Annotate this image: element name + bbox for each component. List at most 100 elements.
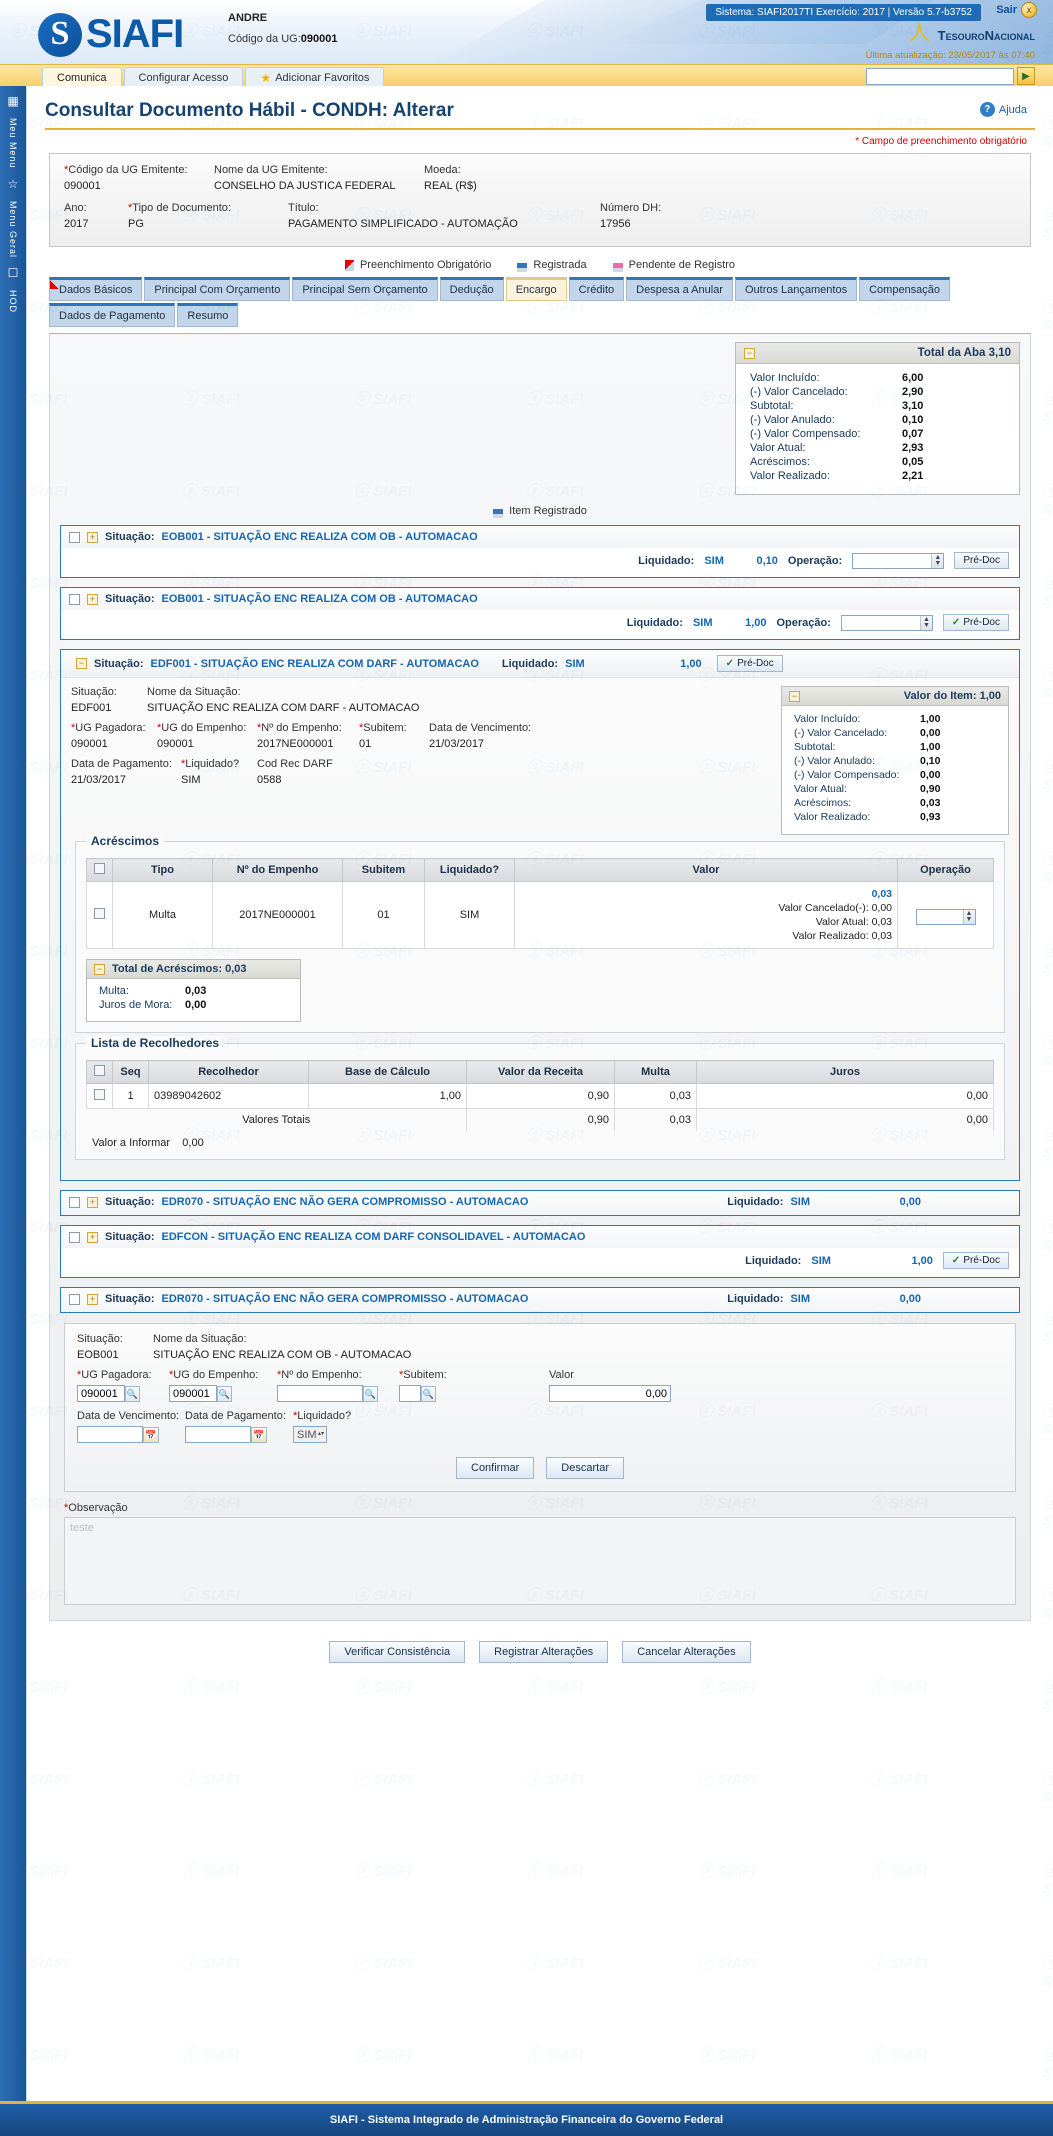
- menu-tab-adicionar-favoritos[interactable]: ★ Adicionar Favoritos: [245, 67, 385, 87]
- tab-encargo[interactable]: Encargo: [505, 277, 567, 301]
- situation-checkbox[interactable]: [69, 593, 80, 605]
- situation-checkbox[interactable]: [69, 1293, 80, 1305]
- collapse-icon[interactable]: −: [94, 963, 105, 975]
- expand-icon[interactable]: +: [87, 531, 98, 543]
- select-all-checkbox[interactable]: [94, 1065, 105, 1076]
- search-icon[interactable]: 🔍: [217, 1386, 232, 1402]
- expand-icon[interactable]: +: [87, 1196, 98, 1208]
- terminal-icon[interactable]: ☐: [7, 265, 19, 280]
- observacao-textarea[interactable]: teste: [64, 1517, 1016, 1605]
- situation-prefix: Situação:: [105, 1231, 155, 1243]
- grid-icon[interactable]: ▦: [7, 94, 19, 108]
- item-value-title: Valor do Item: 1,00: [904, 690, 1001, 702]
- pre-doc-button[interactable]: Pré-Doc: [954, 552, 1009, 569]
- search-icon[interactable]: 🔍: [363, 1386, 378, 1402]
- situation-card[interactable]: + Situação: EOB001 - SITUAÇÃO ENC REALIZ…: [60, 587, 1020, 640]
- tab-credito[interactable]: Crédito: [568, 277, 625, 301]
- tab-principal-sem-orcamento[interactable]: Principal Sem Orçamento: [292, 277, 438, 301]
- logout-button[interactable]: Sair x: [996, 2, 1037, 18]
- pre-doc-button[interactable]: ✓ Pré-Doc: [716, 655, 783, 672]
- expand-icon[interactable]: +: [87, 1231, 98, 1243]
- cancelar-alteracoes-button[interactable]: Cancelar Alterações: [622, 1641, 751, 1663]
- table-row[interactable]: Multa 2017NE000001 01 SIM 0,03 Valor Can…: [86, 881, 994, 949]
- confirmar-button[interactable]: Confirmar: [456, 1457, 535, 1479]
- collapse-icon[interactable]: −: [744, 347, 755, 359]
- row-checkbox[interactable]: [94, 1089, 105, 1100]
- situation-card[interactable]: + Situação: EDFCON - SITUAÇÃO ENC REALIZ…: [60, 1225, 1020, 1278]
- calendar-icon[interactable]: 📅: [143, 1427, 159, 1443]
- search-input[interactable]: [866, 67, 1014, 85]
- situation-summary-row: Liquidado: SIM 1,00 Operação: ▲ ▼ ✓ Pré-Do…: [61, 610, 1019, 639]
- item-value-title-value: 1,00: [979, 690, 1001, 702]
- registrar-alteracoes-button[interactable]: Registrar Alterações: [479, 1641, 609, 1663]
- field-label: *Subitem:: [399, 1369, 549, 1381]
- collapse-icon[interactable]: −: [76, 658, 87, 669]
- star-icon[interactable]: ☆: [7, 176, 19, 191]
- row-checkbox[interactable]: [94, 908, 105, 919]
- situation-card[interactable]: + Situação: EDR070 - SITUAÇÃO ENC NÃO GE…: [60, 1287, 1020, 1313]
- verificar-consistencia-button[interactable]: Verificar Consistência: [329, 1641, 466, 1663]
- acrescimos-group: Acréscimos Tipo Nº do Empenho Subitem Li…: [75, 834, 1005, 1033]
- tab-resumo[interactable]: Resumo: [177, 303, 239, 327]
- row-select: [86, 1083, 113, 1109]
- calendar-icon[interactable]: 📅: [251, 1427, 267, 1443]
- select-all-checkbox[interactable]: [94, 863, 105, 874]
- menu-tab-comunica[interactable]: Comunica: [42, 67, 122, 87]
- tabs-divider: [49, 333, 1031, 334]
- situation-card[interactable]: + Situação: EDR070 - SITUAÇÃO ENC NÃO GE…: [60, 1190, 1020, 1216]
- ug-empenho-input[interactable]: [169, 1385, 217, 1402]
- situation-checkbox[interactable]: [69, 1196, 80, 1208]
- situation-checkbox[interactable]: [69, 531, 80, 543]
- liquidado-value: SIM: [811, 1254, 831, 1267]
- cell-operacao[interactable]: ▲ ▼: [897, 881, 994, 949]
- valor-input[interactable]: [549, 1385, 671, 1402]
- menu-tabs: Comunica Configurar Acesso ★ Adicionar F…: [42, 65, 386, 87]
- help-button[interactable]: ? Ajuda: [979, 102, 1027, 117]
- tab-despesa-a-anular[interactable]: Despesa a Anular: [626, 277, 733, 301]
- data-vencimento-input[interactable]: [77, 1426, 143, 1443]
- expand-icon[interactable]: +: [87, 1293, 98, 1305]
- operacao-select[interactable]: ▲ ▼: [840, 614, 933, 631]
- situation-card[interactable]: + Situação: EOB001 - SITUAÇÃO ENC REALIZ…: [60, 525, 1020, 578]
- sidebar-item-menu-geral[interactable]: Menu Geral: [8, 200, 18, 258]
- sidebar-item-meu-menu[interactable]: Meu Menu: [8, 118, 18, 169]
- collapse-icon[interactable]: −: [789, 690, 800, 702]
- sidebar-item-hod[interactable]: HOD: [8, 289, 18, 313]
- tab-deducao[interactable]: Dedução: [439, 277, 504, 301]
- total-acrescimos-header: − Total de Acréscimos: 0,03: [87, 960, 300, 979]
- subitem-input[interactable]: [399, 1385, 421, 1402]
- close-icon[interactable]: x: [1021, 2, 1037, 18]
- menu-tab-configurar-acesso[interactable]: Configurar Acesso: [123, 67, 244, 87]
- expanded-situation-body: Situação: EDF001 Nome da Situação: SITUA…: [61, 678, 1019, 1180]
- pre-doc-button[interactable]: ✓ Pré-Doc: [942, 1252, 1009, 1269]
- tab-dados-basicos[interactable]: Dados Básicos: [49, 277, 143, 301]
- tab-principal-com-orcamento[interactable]: Principal Com Orçamento: [144, 277, 291, 301]
- liquidado-select[interactable]: SIM: [293, 1426, 327, 1443]
- expand-icon[interactable]: +: [87, 593, 98, 605]
- tab-compensacao[interactable]: Compensação: [859, 277, 951, 301]
- situation-amount: 1,00: [911, 1254, 933, 1267]
- field-nome-ug-emitente: Nome da UG Emitente: CONSELHO DA JUSTICA…: [214, 164, 424, 192]
- col-recolhedor: Recolhedor: [148, 1060, 309, 1084]
- search-submit-button[interactable]: ▶: [1017, 67, 1035, 85]
- situation-title: EDFCON - SITUAÇÃO ENC REALIZA COM DARF C…: [161, 1231, 586, 1243]
- col-seq: Seq: [112, 1060, 149, 1084]
- numero-empenho-input[interactable]: [277, 1385, 363, 1402]
- data-pagamento-input[interactable]: [185, 1426, 251, 1443]
- descartar-button[interactable]: Descartar: [546, 1457, 624, 1479]
- ug-pagadora-input[interactable]: [77, 1385, 125, 1402]
- menu-tab-configurar-acesso-label: Configurar Acesso: [138, 71, 229, 84]
- document-info-panel: *Código da UG Emitente: 090001 Nome da U…: [49, 153, 1031, 247]
- tab-dados-de-pagamento[interactable]: Dados de Pagamento: [49, 303, 176, 327]
- row-operacao-select[interactable]: ▲ ▼: [915, 908, 976, 925]
- situation-checkbox[interactable]: [69, 1231, 80, 1243]
- search-icon[interactable]: 🔍: [125, 1386, 140, 1402]
- operacao-select[interactable]: ▲ ▼: [852, 552, 945, 569]
- tab-outros-lancamentos[interactable]: Outros Lançamentos: [734, 277, 858, 301]
- totals-receita: 0,90: [466, 1108, 615, 1131]
- row-label: (-) Valor Anulado:: [750, 414, 835, 426]
- search-icon[interactable]: 🔍: [421, 1386, 436, 1402]
- total-acrescimos-panel: − Total de Acréscimos: 0,03 Multa: 0,03 J…: [86, 959, 301, 1022]
- pre-doc-button[interactable]: ✓ Pré-Doc: [942, 614, 1009, 631]
- table-row[interactable]: 1 03989042602 1,00 0,90 0,03 0,00: [86, 1083, 994, 1109]
